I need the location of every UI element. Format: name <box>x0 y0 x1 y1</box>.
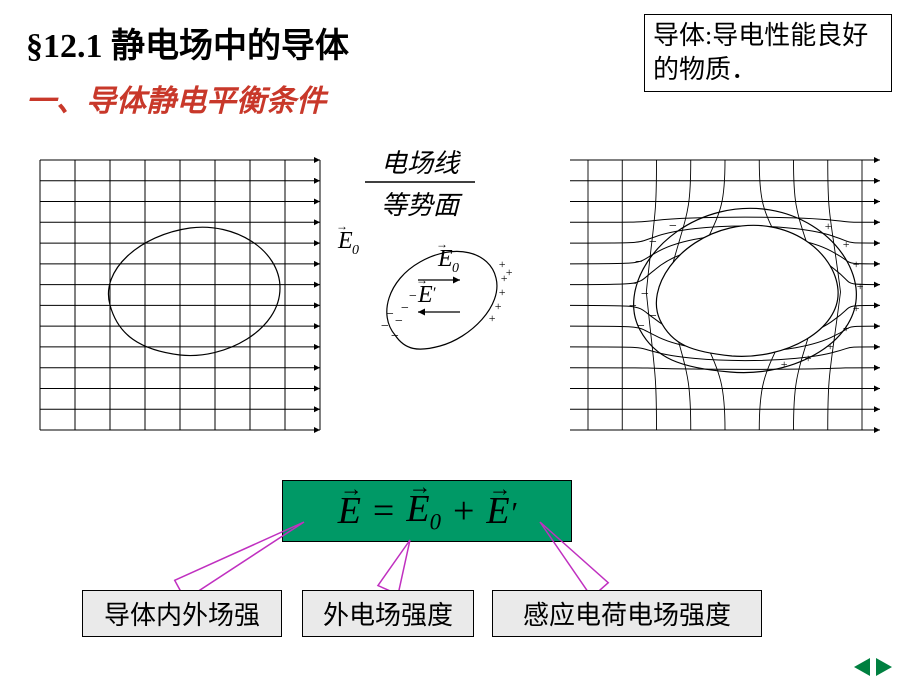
svg-text:0: 0 <box>352 243 359 258</box>
svg-text:−: − <box>634 255 643 270</box>
svg-text:电场线: 电场线 <box>381 149 462 178</box>
svg-text:−: − <box>385 307 394 322</box>
svg-text:+: + <box>856 279 864 293</box>
svg-text:−: − <box>628 277 637 292</box>
svg-text:+: + <box>505 265 513 279</box>
svg-text:0: 0 <box>452 261 459 276</box>
eq-sub0: 0 <box>430 509 441 534</box>
svg-text:−: − <box>636 319 645 334</box>
callout-middle: 外电场强度 <box>302 590 474 637</box>
svg-text:+: + <box>852 257 860 271</box>
callout-right: 感应电荷电场强度 <box>492 590 762 637</box>
svg-text:+: + <box>488 311 496 325</box>
svg-text:+: + <box>824 219 832 233</box>
eq-Eprime: E <box>486 489 509 533</box>
eq-equals: = <box>365 489 402 533</box>
callout-middle-text: 外电场强度 <box>323 601 453 630</box>
svg-text:−: − <box>390 329 399 344</box>
svg-text:+: + <box>852 301 860 315</box>
svg-text:+: + <box>826 339 834 353</box>
equation-box: E = E0 + E′ <box>282 480 572 542</box>
svg-text:−: − <box>628 299 637 314</box>
field-diagram: −−−−−−++++++E→0E→0E→′ −−−−−−−−+++++++++ … <box>0 0 920 460</box>
svg-text:−: − <box>668 219 677 234</box>
svg-text:−: − <box>640 287 649 302</box>
callout-left: 导体内外场强 <box>82 590 282 637</box>
eq-E: E <box>338 489 361 533</box>
svg-text:−: − <box>648 235 657 250</box>
svg-text:等势面: 等势面 <box>381 191 463 220</box>
svg-text:→: → <box>416 273 428 287</box>
svg-text:→: → <box>336 219 348 233</box>
eq-plus: + <box>445 489 482 533</box>
svg-text:−: − <box>648 309 657 324</box>
svg-text:+: + <box>780 357 788 371</box>
svg-text:→: → <box>436 237 448 251</box>
prev-button[interactable] <box>850 656 872 678</box>
callout-right-text: 感应电荷电场强度 <box>523 601 731 630</box>
svg-text:−: − <box>394 314 403 329</box>
eq-E0: E <box>406 487 429 531</box>
svg-text:+: + <box>842 321 850 335</box>
svg-text:+: + <box>804 351 812 365</box>
svg-text:+: + <box>498 285 506 299</box>
svg-text:−: − <box>408 289 417 304</box>
callout-left-text: 导体内外场强 <box>104 601 260 630</box>
next-button[interactable] <box>874 656 896 678</box>
svg-text:+: + <box>842 237 850 251</box>
svg-text:′: ′ <box>432 285 436 302</box>
